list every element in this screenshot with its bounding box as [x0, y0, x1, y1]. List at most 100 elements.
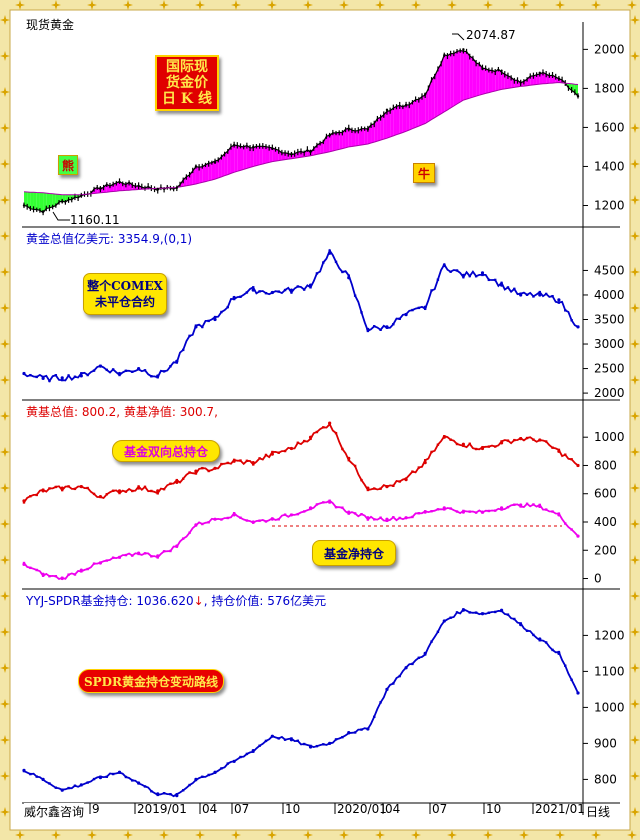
frame-star [87, 830, 97, 840]
bull-fill-segment [345, 127, 349, 148]
series-marker [181, 537, 185, 540]
series-marker [513, 287, 516, 291]
series-marker [73, 573, 77, 576]
series-marker [417, 512, 421, 515]
data-point [213, 770, 217, 774]
series-marker [544, 440, 548, 443]
frame-star [630, 87, 640, 97]
bull-fill-segment [549, 75, 553, 84]
bull-fill-segment [240, 146, 244, 171]
frame-star [0, 303, 10, 313]
frame-star [231, 0, 241, 10]
series-marker [143, 485, 147, 489]
frame-star [123, 830, 133, 840]
frame-star [519, 0, 529, 10]
data-point [480, 271, 485, 275]
price-point [309, 149, 312, 153]
bull-fill-segment [479, 64, 483, 96]
series-marker [194, 472, 198, 475]
series-marker [201, 325, 204, 329]
series-marker [283, 513, 287, 516]
series-marker [302, 439, 306, 443]
bull-fill-segment [431, 76, 435, 120]
series-marker [35, 493, 38, 497]
price-point [328, 134, 331, 137]
frame-star [630, 159, 640, 169]
frame-star [303, 830, 313, 840]
data-point [22, 371, 26, 376]
series-marker [474, 511, 478, 514]
bull-fill-segment [396, 105, 400, 135]
data-point [519, 503, 523, 507]
series-marker [322, 426, 325, 429]
data-point [519, 293, 523, 297]
series-marker [181, 789, 185, 792]
series-marker [449, 270, 452, 273]
frame-star [411, 830, 421, 840]
bull-fill-segment [269, 147, 273, 163]
frame-star [483, 830, 493, 840]
price-point [194, 165, 198, 168]
series-marker [360, 311, 363, 314]
oi-badge-line-2: 未平仓合约 [94, 295, 155, 309]
frame-star [627, 830, 637, 840]
series-marker [207, 521, 210, 524]
price-point [347, 128, 350, 131]
series-marker [124, 369, 128, 372]
series-marker [124, 553, 128, 557]
series-marker [430, 450, 433, 454]
series-marker [67, 573, 70, 576]
price-point [385, 108, 389, 112]
data-point [270, 290, 274, 295]
data-point [404, 666, 408, 670]
series-marker [162, 370, 166, 373]
series-marker [564, 664, 567, 667]
series-marker [150, 790, 153, 793]
data-point [194, 523, 198, 527]
data-point [328, 741, 332, 746]
data-point [423, 461, 427, 465]
frame-star [630, 123, 640, 133]
frame-star [630, 627, 640, 637]
price-point [481, 67, 484, 71]
data-point [385, 517, 389, 521]
series-marker [564, 522, 567, 525]
series-marker [54, 485, 58, 489]
series-marker [131, 489, 134, 493]
series-marker [239, 459, 242, 462]
data-point [41, 489, 45, 493]
data-point [175, 359, 179, 363]
series-marker [245, 459, 249, 463]
series-marker [239, 516, 242, 519]
data-point [156, 374, 160, 378]
spdr-badge: SPDR黄金持仓变动路线 [78, 669, 224, 693]
frame-star [483, 0, 493, 10]
data-point [117, 371, 122, 376]
bull-fill-segment [119, 181, 123, 191]
data-point [79, 568, 83, 572]
data-point [480, 446, 485, 451]
data-point [366, 327, 370, 331]
series-marker [226, 461, 229, 465]
bull-fill-segment [348, 127, 352, 147]
series-marker [411, 308, 414, 312]
price-title-line-1: 国际现 [166, 59, 208, 75]
series-marker [334, 431, 338, 435]
series-marker [468, 442, 471, 445]
series-marker [67, 786, 70, 790]
bull-fill-segment [304, 149, 308, 157]
data-point [213, 466, 217, 470]
series-marker [105, 559, 108, 562]
series-marker [392, 516, 395, 519]
series-marker [487, 509, 491, 513]
series-marker [86, 781, 89, 784]
series-marker [494, 509, 497, 512]
fund-tick-label: 600 [594, 487, 617, 501]
price-point [519, 81, 522, 84]
frame-star [195, 830, 205, 840]
series-marker [411, 662, 414, 666]
data-point [60, 486, 64, 490]
bear-fill-segment [27, 191, 31, 209]
series-marker [506, 286, 510, 289]
inner-frame [9, 9, 631, 831]
